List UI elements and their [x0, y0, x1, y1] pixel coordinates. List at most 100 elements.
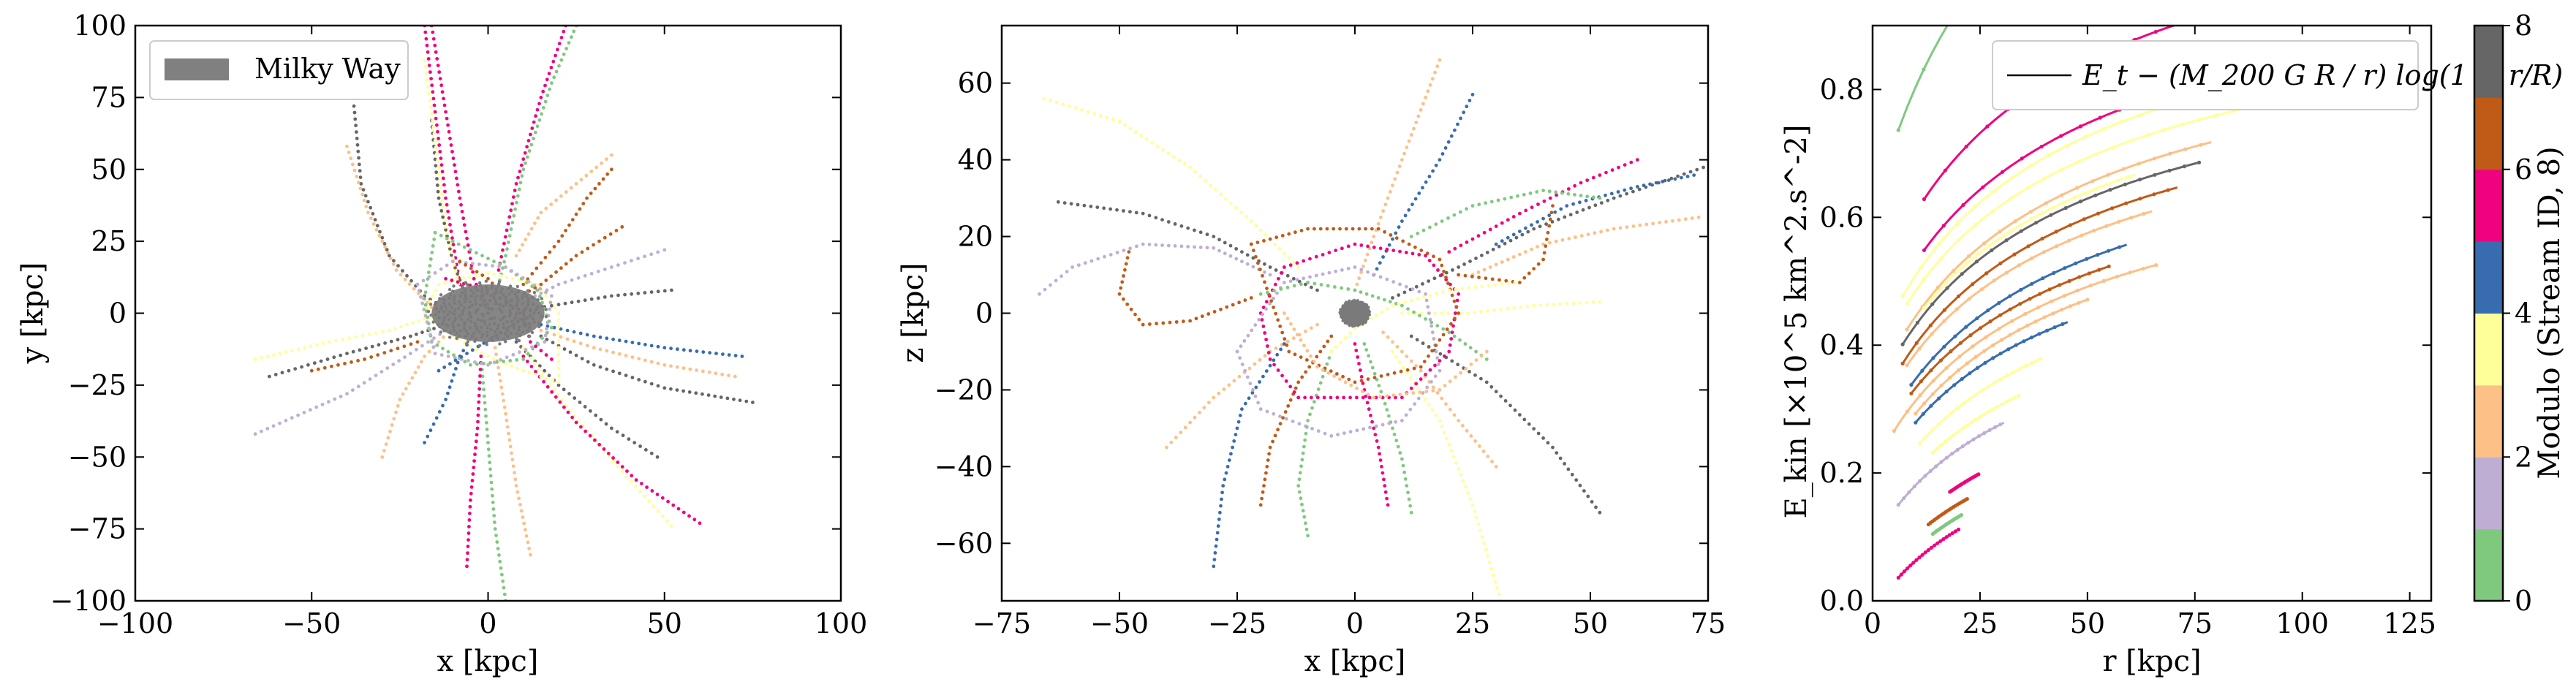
energy-point [2199, 143, 2203, 147]
energy-point [2039, 145, 2044, 149]
stream-point [1618, 194, 1623, 198]
energy-point [1983, 360, 1987, 365]
stream-point [1165, 445, 1168, 450]
stream-point [444, 228, 447, 232]
stream-point [484, 420, 488, 425]
energy-point [2004, 270, 2009, 275]
energy-point [1929, 368, 1933, 373]
stream-point [1440, 396, 1444, 401]
stream-point [1169, 440, 1174, 444]
stream-point [1617, 165, 1621, 170]
stream-point [1412, 126, 1416, 131]
energy-point [1986, 308, 1990, 313]
milky-way-particle [1353, 324, 1356, 327]
stream-point [444, 225, 447, 229]
stream-point [1260, 496, 1264, 501]
stream-point [439, 156, 443, 161]
stream-point [525, 145, 529, 149]
stream-point [1435, 324, 1440, 327]
stream-point [432, 336, 436, 340]
stream-point [1244, 215, 1248, 219]
stream-point [437, 70, 442, 74]
energy-stream-4 [1905, 105, 2253, 306]
energy-point [2092, 228, 2096, 233]
stream-point [520, 174, 524, 178]
stream-point [1568, 213, 1573, 217]
stream-point [1606, 198, 1610, 202]
stream-point [1538, 303, 1543, 307]
stream-point [401, 269, 404, 273]
stream-point [1491, 573, 1495, 577]
stream-point [487, 454, 491, 458]
stream-point [428, 257, 433, 261]
stream-point [1376, 227, 1380, 231]
panel-xz-ytick-label: 40 [958, 144, 993, 176]
stream-point [357, 156, 360, 160]
stream-point [541, 89, 545, 94]
stream-point [1207, 401, 1211, 405]
energy-point [1960, 376, 1964, 382]
stream-point [1312, 227, 1316, 231]
stream-point [1460, 287, 1465, 291]
stream-point [1565, 302, 1569, 306]
energy-point [1959, 513, 1963, 518]
milky-way-particle [515, 332, 519, 335]
energy-point [2008, 307, 2012, 311]
stream-point [1300, 502, 1304, 507]
energy-curve [1893, 264, 2157, 432]
milky-way-particle [441, 322, 445, 326]
stream-point [1449, 449, 1454, 452]
stream-point [341, 338, 344, 341]
stream-point [443, 219, 447, 222]
stream-point [1403, 300, 1408, 304]
stream-point [448, 244, 452, 248]
milky-way-particle [479, 297, 483, 300]
stream-point [1277, 276, 1280, 281]
stream-point [564, 190, 568, 194]
stream-point [1514, 235, 1519, 240]
stream-point [1677, 218, 1681, 222]
stream-point [1586, 232, 1590, 237]
panel-xz-stream-18 [1409, 189, 1602, 238]
milky-way-particle [1359, 314, 1363, 319]
stream-point [1139, 134, 1144, 137]
stream-point [521, 167, 526, 172]
stream-point [633, 484, 638, 488]
panel-xy-stream-19 [539, 334, 755, 404]
milky-way-particle [540, 304, 544, 308]
stream-point [1506, 306, 1510, 311]
stream-point [1198, 230, 1203, 235]
stream-point [1105, 115, 1109, 120]
milky-way-particle [1339, 308, 1342, 311]
panel-xy-stream-8 [429, 118, 469, 301]
stream-point [484, 414, 488, 418]
stream-point [1254, 385, 1258, 390]
stream-point [1263, 331, 1267, 335]
stream-point [449, 230, 453, 233]
stream-point [486, 355, 490, 358]
stream-point [1488, 227, 1492, 232]
stream-point [1413, 245, 1417, 249]
energy-point [2068, 223, 2072, 227]
stream-point [570, 35, 573, 39]
stream-point [1272, 412, 1276, 416]
stream-point [1049, 283, 1052, 287]
stream-point [1518, 281, 1522, 284]
stream-point [439, 233, 443, 238]
milky-way-particle [469, 295, 473, 298]
stream-point [411, 321, 415, 325]
milky-way-particle [517, 307, 521, 311]
stream-point [449, 253, 453, 257]
stream-point [1544, 244, 1548, 249]
milky-way-particle [537, 321, 541, 325]
stream-point [505, 355, 509, 360]
stream-point [1416, 232, 1420, 235]
stream-point [473, 452, 477, 457]
stream-point [1250, 328, 1254, 333]
stream-point [363, 357, 366, 361]
stream-point [1470, 237, 1475, 241]
stream-point [1327, 251, 1332, 254]
energy-point [2238, 4, 2242, 7]
stream-point [453, 256, 458, 260]
colorbar-label: Modulo (Stream ID, 8) [2533, 146, 2566, 479]
